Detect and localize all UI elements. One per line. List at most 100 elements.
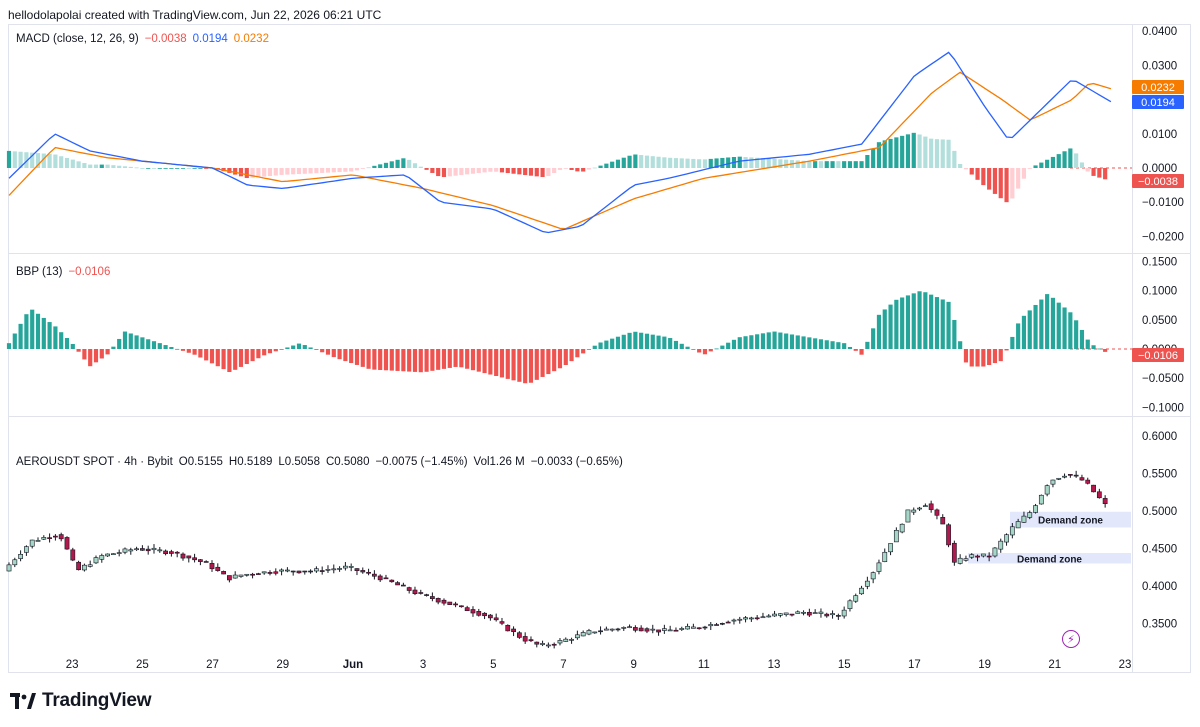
bbp-bar xyxy=(1010,336,1015,349)
demand-zone xyxy=(968,553,1131,564)
candle-body xyxy=(690,626,696,629)
macd-axis-label: 0.0300 xyxy=(1142,60,1177,72)
candle-body xyxy=(458,605,464,608)
macd-hist-bar xyxy=(818,161,824,168)
bbp-bar xyxy=(354,349,360,365)
candle-body xyxy=(766,615,772,618)
bbp-bar xyxy=(215,349,220,367)
macd-hist-bar xyxy=(998,168,1003,199)
candle-body xyxy=(313,568,319,572)
candle-body xyxy=(290,570,296,573)
macd-hist-bar xyxy=(604,163,609,168)
macd-hist-bar xyxy=(894,137,899,168)
macd-hist-bar xyxy=(117,165,122,168)
macd-hist-bar xyxy=(105,164,110,168)
macd-hist-bar xyxy=(662,157,667,168)
candle-body xyxy=(93,557,99,564)
macd-hist-bar xyxy=(192,168,197,169)
macd-hist-bar xyxy=(41,153,46,168)
macd-hist-bar xyxy=(917,134,922,168)
candle-body xyxy=(255,573,261,575)
bbp-bar xyxy=(639,332,644,349)
candle-body xyxy=(1096,491,1102,499)
macd-hist-bar xyxy=(830,161,835,168)
candle-body xyxy=(198,559,203,562)
macd-hist-bar xyxy=(30,152,35,168)
candle-body xyxy=(615,628,621,631)
price-axis-label: 0.4000 xyxy=(1142,581,1177,593)
bbp-bar xyxy=(76,349,81,352)
candle-body xyxy=(598,630,603,633)
candle-body xyxy=(708,624,714,627)
candle-body xyxy=(998,540,1004,550)
candle-body xyxy=(453,603,458,606)
bbp-bar xyxy=(702,349,708,355)
candle-body xyxy=(174,551,180,554)
lightning-icon[interactable]: ⚡ xyxy=(1062,630,1080,648)
bbp-title: BBP (13) xyxy=(16,266,63,278)
macd-hist-bar xyxy=(24,152,29,168)
candle-body xyxy=(267,572,273,574)
bbp-bar xyxy=(946,301,951,349)
macd-hist-bar xyxy=(250,168,255,178)
candle-body xyxy=(435,598,441,603)
bbp-bar xyxy=(981,349,986,367)
macd-hist-bar xyxy=(679,158,684,168)
bbp-bar xyxy=(1056,302,1061,349)
candle-body xyxy=(6,564,12,572)
macd-hist-bar xyxy=(64,157,70,168)
candle-body xyxy=(1079,477,1085,481)
macd-hist-bar xyxy=(505,168,510,174)
candle-body xyxy=(859,587,864,595)
macd-hist-bar xyxy=(639,155,644,168)
candle-body xyxy=(992,547,998,557)
macd-hist-bar xyxy=(969,168,974,175)
macd-hist-bar xyxy=(35,153,41,168)
macd-hist-bar xyxy=(436,168,441,177)
candle-body xyxy=(685,626,690,630)
price-axis-label: 0.6000 xyxy=(1142,431,1177,443)
macd-hist-bar xyxy=(523,168,528,176)
macd-hist-bar xyxy=(952,150,957,168)
candle-body xyxy=(603,628,609,631)
candle-body xyxy=(371,573,377,577)
candle-body xyxy=(64,537,70,550)
bbp-bar xyxy=(1097,348,1102,350)
bbp-bar xyxy=(302,345,307,349)
candle-body xyxy=(969,554,975,558)
candle-body xyxy=(87,564,93,567)
candle-body xyxy=(714,624,719,626)
macd-hist-bar xyxy=(401,158,406,168)
macd-hist-bar xyxy=(198,168,203,169)
macd-hist-bar xyxy=(134,167,139,169)
bbp-bar xyxy=(743,336,748,349)
candle-body xyxy=(592,631,598,634)
candle-body xyxy=(192,557,197,561)
macd-tag-bg xyxy=(1132,95,1184,109)
bbp-bar xyxy=(963,349,969,363)
macd-hist-bar xyxy=(934,139,940,168)
bbp-bar xyxy=(581,349,586,354)
x-tick-label: Jun xyxy=(343,659,363,671)
x-tick-label: 27 xyxy=(206,659,219,671)
candle-body xyxy=(429,596,435,600)
macd-hist-bar xyxy=(163,168,168,169)
candle-body xyxy=(366,571,371,574)
hist-tag: −0.0038 xyxy=(1138,176,1178,188)
bbp-bar xyxy=(93,349,99,363)
bbp-bar xyxy=(70,343,75,349)
bbp-bar xyxy=(389,349,394,371)
candle-body xyxy=(447,601,453,605)
bbp-bar xyxy=(180,349,186,351)
candle-body xyxy=(1056,477,1062,480)
candle-body xyxy=(395,582,400,586)
price-axis-label: 0.5000 xyxy=(1142,506,1177,518)
bbp-bar xyxy=(291,345,296,349)
macd-hist-bar xyxy=(1045,159,1050,168)
candle-body xyxy=(1085,479,1091,484)
macd-hist-bar xyxy=(418,166,423,168)
candle-body xyxy=(917,507,922,510)
candle-body xyxy=(830,613,835,616)
bbp-bar xyxy=(517,349,522,382)
